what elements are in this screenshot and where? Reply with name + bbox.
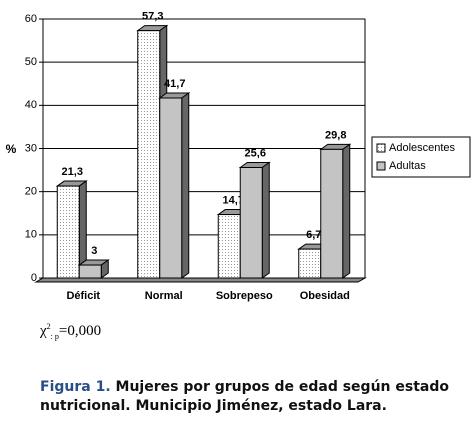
bar xyxy=(159,97,183,279)
legend-label: Adolescentes xyxy=(389,142,456,154)
bar xyxy=(320,148,344,279)
bar xyxy=(298,248,322,279)
legend-swatch xyxy=(376,143,386,153)
bar xyxy=(78,264,102,279)
legend-swatch xyxy=(376,161,386,171)
data-label: 41,7 xyxy=(164,78,185,90)
bar xyxy=(239,166,263,279)
y-tick-label: 50 xyxy=(25,56,37,68)
data-label: 3 xyxy=(91,245,97,257)
chi-sub: : p xyxy=(50,332,59,341)
chart: % 0 10 20 30 40 50 60 Déficit 21,3 3 Normal 57,3 41,… xyxy=(6,11,471,302)
data-label: 29,8 xyxy=(325,129,346,141)
y-tick-label: 60 xyxy=(25,13,37,25)
chi-annotation: χ2: p=0,000 xyxy=(40,322,101,341)
data-label: 14,7 xyxy=(223,194,244,206)
y-tick-label: 10 xyxy=(25,229,37,241)
y-tick-label: 40 xyxy=(25,99,37,111)
caption-text: Mujeres por grupos de edad según estado … xyxy=(40,379,449,414)
plot-floor xyxy=(34,277,367,283)
bar-side xyxy=(261,161,270,279)
y-tick-label: 20 xyxy=(25,186,37,198)
data-label: 21,3 xyxy=(62,166,83,178)
legend-label: Adultas xyxy=(389,160,426,172)
x-tick-label: Sobrepeso xyxy=(216,290,273,302)
bar xyxy=(217,214,241,279)
bar xyxy=(137,30,161,279)
caption: Figura 1. Mujeres por grupos de edad seg… xyxy=(40,378,460,416)
caption-label: Figura 1. xyxy=(40,379,111,395)
y-tick-label: 0 xyxy=(31,272,37,284)
chi-symbol: χ xyxy=(40,323,47,339)
data-label: 6,7 xyxy=(306,229,321,241)
bar-side xyxy=(181,92,190,279)
x-tick-label: Déficit xyxy=(66,290,100,302)
y-tick-label: 30 xyxy=(25,142,37,154)
data-label: 25,6 xyxy=(245,147,266,159)
chi-sup: 2 xyxy=(46,322,51,331)
x-tick-label: Obesidad xyxy=(300,290,350,302)
data-label: 57,3 xyxy=(142,11,163,23)
bar-side xyxy=(342,143,351,279)
legend-box xyxy=(371,136,471,178)
x-tick-label: Normal xyxy=(145,290,183,302)
y-axis-label: % xyxy=(6,142,17,156)
chi-value: =0,000 xyxy=(58,323,102,339)
bar xyxy=(56,185,80,279)
